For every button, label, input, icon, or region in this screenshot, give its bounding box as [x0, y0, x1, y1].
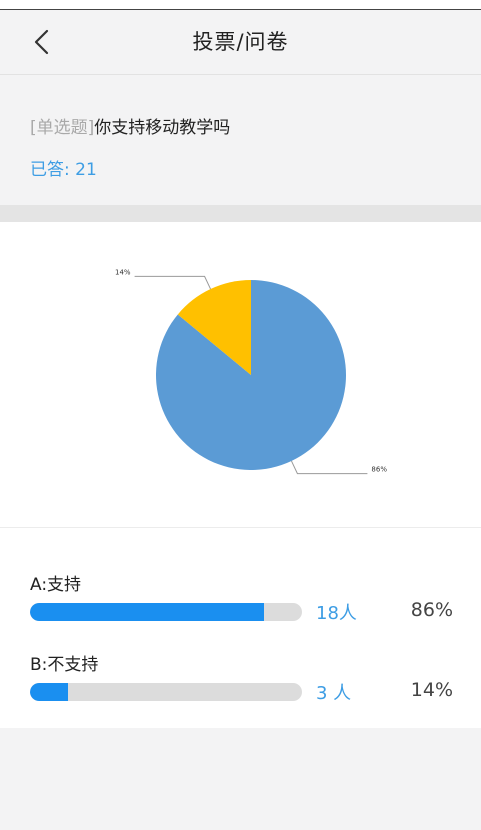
option-b-percent: 14% [410, 679, 453, 701]
pie-leader-line-1 [134, 275, 212, 290]
option-b-count: 3 人 [316, 683, 352, 704]
option-b-bar-fill [30, 683, 69, 701]
option-b-label: B:不支持 [30, 655, 99, 675]
question-type-tag: [单选题] [30, 118, 95, 138]
answered-count: 已答: 21 [30, 160, 97, 180]
question-card: [单选题]你支持移动教学吗 已答: 21 [0, 75, 481, 205]
pie-slice-0 [156, 280, 347, 470]
page-title: 投票/问卷 [192, 30, 289, 54]
chart-area: 86% 14% [0, 222, 481, 528]
option-a-count: 18人 [316, 603, 357, 624]
question-text: 你支持移动教学吗 [94, 118, 231, 138]
status-bar [0, 0, 481, 10]
pie-slice-1 [177, 280, 251, 375]
back-button[interactable] [24, 24, 60, 60]
section-divider [0, 205, 481, 222]
pie-leader-line-0 [290, 460, 368, 475]
question-title: [单选题]你支持移动教学吗 [30, 113, 230, 138]
option-a-bar-fill [30, 603, 264, 621]
footer-area [0, 728, 481, 830]
chevron-left-icon [34, 29, 49, 55]
pie-label-0: 86% [371, 466, 387, 474]
option-a-bar [30, 603, 302, 621]
option-b-bar [30, 683, 302, 701]
option-a-percent: 86% [410, 599, 453, 621]
pie-label-1: 14% [115, 268, 131, 276]
option-a-label: A:支持 [30, 575, 82, 595]
results-list: A:支持 18人 86% B:不支持 3 人 14% [0, 528, 481, 728]
nav-bar: 投票/问卷 [0, 10, 481, 75]
pie-chart: 86% 14% [115, 268, 387, 475]
